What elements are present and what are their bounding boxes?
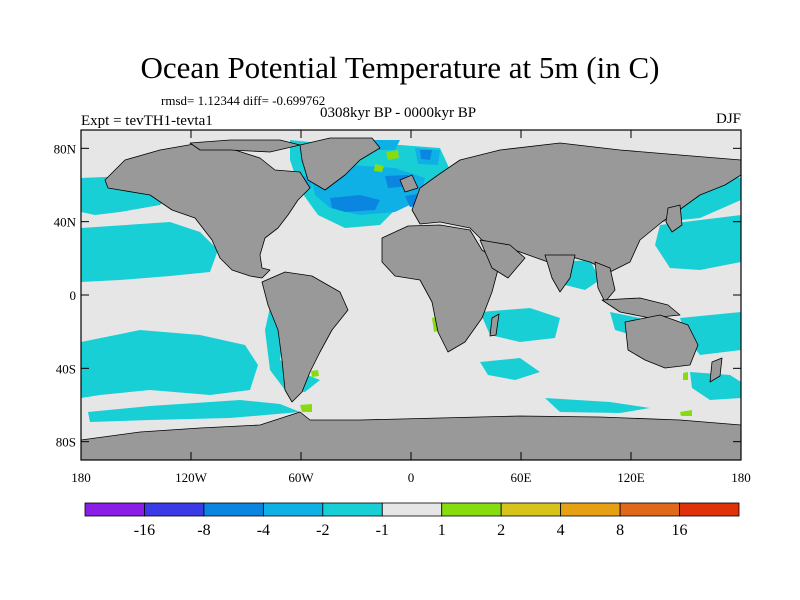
- colorbar-box: [262, 502, 324, 517]
- axis-labels: 180 120W 60W 0 60E 120E 180 80N 40N 0 40S 80S: [54, 141, 751, 485]
- land-masses: [81, 137, 741, 460]
- indonesia: [601, 297, 681, 319]
- colorbar-box: [322, 502, 383, 517]
- colorbar-label: 2: [497, 522, 505, 539]
- lat-tick-label: 0: [70, 288, 77, 303]
- lat-tick-label: 80N: [54, 141, 77, 156]
- colorbar-label: -4: [257, 522, 270, 539]
- lat-tick-label: 40S: [56, 361, 76, 376]
- lon-tick-label: 180: [71, 470, 91, 485]
- colorbar-label: 1: [438, 522, 446, 539]
- colorbar-label: -2: [316, 522, 329, 539]
- lon-tick-label: 180: [731, 470, 751, 485]
- lat-tick-label: 40N: [54, 215, 77, 230]
- season-label: DJF: [715, 111, 741, 127]
- japan: [665, 204, 683, 233]
- africa: [381, 224, 501, 353]
- colorbar-box: [381, 502, 443, 517]
- stats-text: rmsd= 1.12344 diff= -0.699762: [161, 93, 326, 108]
- experiment-label: Expt = tevTH1-tevta1: [81, 113, 213, 129]
- south-america: [261, 271, 349, 403]
- new-zealand: [709, 357, 723, 383]
- colorbar-label: -16: [134, 522, 155, 539]
- arabia: [479, 239, 526, 279]
- colorbar-box: [500, 502, 562, 517]
- map-title: Ocean Potential Temperature at 5m (in C): [140, 50, 660, 85]
- australia: [624, 314, 699, 369]
- axis-ticks: [80, 130, 742, 460]
- colorbar-box: [203, 502, 264, 517]
- colorbar-box: [144, 502, 205, 517]
- southeast-asia: [594, 261, 616, 303]
- arctic-islands: [189, 139, 301, 153]
- uk-scandinavia: [399, 174, 419, 193]
- antarctica: [81, 411, 741, 460]
- lon-tick-label: 60E: [511, 470, 532, 485]
- colorbar-label: 16: [672, 522, 688, 539]
- lon-tick-label: 120E: [617, 470, 645, 485]
- colorbar-label: 4: [557, 522, 565, 539]
- colorbar-box: [441, 502, 502, 517]
- colorbar-box: [619, 502, 680, 517]
- colorbar-label: 8: [616, 522, 624, 539]
- greenland: [299, 137, 381, 191]
- lon-tick-label: 0: [408, 470, 415, 485]
- colorbar-label: -1: [376, 522, 389, 539]
- colorbar-labels: -16 -8 -4 -2 -1 1 2 4 8 16: [134, 522, 688, 539]
- colorbar-box: [84, 502, 145, 517]
- period-subtitle: 0308kyr BP - 0000kyr BP: [320, 105, 477, 121]
- colorbar-box: [679, 502, 740, 517]
- colorbar-label: -8: [197, 522, 210, 539]
- madagascar: [489, 313, 500, 337]
- india: [544, 254, 576, 293]
- lon-tick-label: 120W: [175, 470, 208, 485]
- north-america: [104, 142, 311, 279]
- colorbar: [84, 502, 740, 517]
- lon-tick-label: 60W: [288, 470, 314, 485]
- lat-tick-label: 80S: [56, 435, 76, 450]
- map-plot-area: [81, 130, 741, 460]
- colorbar-box: [560, 502, 621, 517]
